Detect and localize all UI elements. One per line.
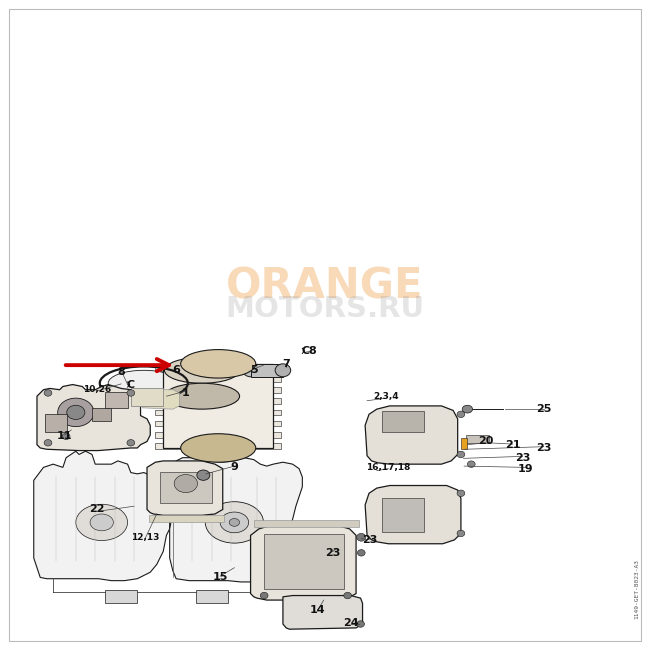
Bar bbox=[155, 443, 281, 448]
Text: 2,3,4: 2,3,4 bbox=[374, 392, 399, 400]
Ellipse shape bbox=[344, 592, 352, 599]
Text: 25: 25 bbox=[536, 404, 551, 414]
Ellipse shape bbox=[44, 390, 52, 396]
Bar bbox=[196, 590, 228, 603]
Ellipse shape bbox=[197, 470, 210, 480]
Polygon shape bbox=[365, 486, 461, 544]
Ellipse shape bbox=[457, 451, 465, 458]
Ellipse shape bbox=[229, 519, 240, 526]
Polygon shape bbox=[34, 451, 173, 580]
Ellipse shape bbox=[467, 461, 475, 467]
Text: 24: 24 bbox=[343, 618, 359, 628]
Bar bbox=[160, 472, 212, 503]
Bar bbox=[461, 437, 467, 449]
Ellipse shape bbox=[58, 398, 94, 426]
Text: 8: 8 bbox=[308, 346, 316, 356]
Text: 12,13: 12,13 bbox=[131, 533, 159, 542]
Bar bbox=[382, 411, 424, 432]
Polygon shape bbox=[147, 461, 223, 515]
Polygon shape bbox=[250, 526, 356, 600]
Ellipse shape bbox=[358, 550, 365, 556]
Text: 21: 21 bbox=[505, 440, 521, 450]
Text: 14: 14 bbox=[309, 604, 325, 615]
Ellipse shape bbox=[44, 439, 52, 446]
Text: 10,26: 10,26 bbox=[83, 385, 111, 394]
Bar bbox=[466, 435, 489, 443]
Polygon shape bbox=[365, 406, 458, 464]
Text: 15: 15 bbox=[213, 573, 228, 582]
Text: 1: 1 bbox=[182, 388, 190, 398]
Text: 20: 20 bbox=[478, 437, 493, 447]
Ellipse shape bbox=[127, 439, 135, 446]
Text: C: C bbox=[127, 380, 135, 389]
Bar bbox=[131, 388, 163, 406]
Bar bbox=[155, 410, 281, 415]
Text: 7: 7 bbox=[282, 359, 290, 369]
Ellipse shape bbox=[67, 405, 85, 419]
Text: 11: 11 bbox=[57, 432, 73, 441]
Text: 6: 6 bbox=[172, 365, 180, 375]
Text: 16,17,18: 16,17,18 bbox=[366, 463, 411, 472]
Bar bbox=[250, 364, 283, 377]
Ellipse shape bbox=[462, 405, 473, 413]
Bar bbox=[155, 387, 281, 393]
Bar bbox=[155, 398, 281, 404]
Text: 23: 23 bbox=[363, 535, 378, 545]
Text: 23: 23 bbox=[515, 452, 530, 463]
Polygon shape bbox=[37, 385, 150, 450]
Ellipse shape bbox=[164, 358, 240, 384]
Bar bbox=[149, 515, 224, 523]
Text: MOTORS.RU: MOTORS.RU bbox=[226, 295, 424, 323]
Text: 23: 23 bbox=[536, 443, 551, 453]
Polygon shape bbox=[170, 458, 302, 582]
Ellipse shape bbox=[457, 411, 465, 417]
Bar bbox=[155, 376, 281, 382]
Text: 22: 22 bbox=[90, 504, 105, 514]
Text: C: C bbox=[302, 346, 309, 356]
Text: 9: 9 bbox=[231, 462, 239, 473]
Ellipse shape bbox=[457, 490, 465, 497]
Polygon shape bbox=[142, 390, 179, 409]
Ellipse shape bbox=[205, 502, 263, 543]
Ellipse shape bbox=[457, 530, 465, 537]
Bar bbox=[263, 534, 344, 589]
Ellipse shape bbox=[90, 514, 113, 531]
Bar bbox=[382, 499, 424, 532]
Bar bbox=[155, 432, 281, 437]
Polygon shape bbox=[283, 595, 363, 629]
Ellipse shape bbox=[62, 433, 70, 439]
Bar bbox=[254, 521, 359, 527]
Ellipse shape bbox=[76, 504, 127, 541]
Text: 5: 5 bbox=[250, 365, 257, 375]
Ellipse shape bbox=[108, 370, 179, 396]
Bar bbox=[163, 364, 273, 448]
Text: 8: 8 bbox=[117, 367, 125, 376]
Ellipse shape bbox=[260, 592, 268, 599]
Bar bbox=[105, 392, 127, 408]
Ellipse shape bbox=[275, 364, 291, 377]
Ellipse shape bbox=[174, 474, 198, 493]
Text: 1149-GET-8023-A3: 1149-GET-8023-A3 bbox=[634, 560, 639, 619]
Bar bbox=[155, 421, 281, 426]
Ellipse shape bbox=[357, 621, 365, 627]
Text: ORANGE: ORANGE bbox=[226, 265, 424, 307]
Ellipse shape bbox=[181, 350, 255, 378]
Ellipse shape bbox=[164, 384, 240, 409]
Text: 23: 23 bbox=[325, 548, 341, 558]
Bar bbox=[92, 408, 111, 421]
Bar bbox=[45, 413, 68, 432]
Ellipse shape bbox=[181, 434, 255, 462]
Ellipse shape bbox=[357, 534, 366, 541]
Text: 19: 19 bbox=[518, 463, 534, 474]
Bar bbox=[155, 365, 281, 371]
Ellipse shape bbox=[220, 512, 249, 533]
Ellipse shape bbox=[243, 364, 258, 377]
Bar bbox=[105, 590, 137, 603]
Ellipse shape bbox=[127, 390, 135, 396]
